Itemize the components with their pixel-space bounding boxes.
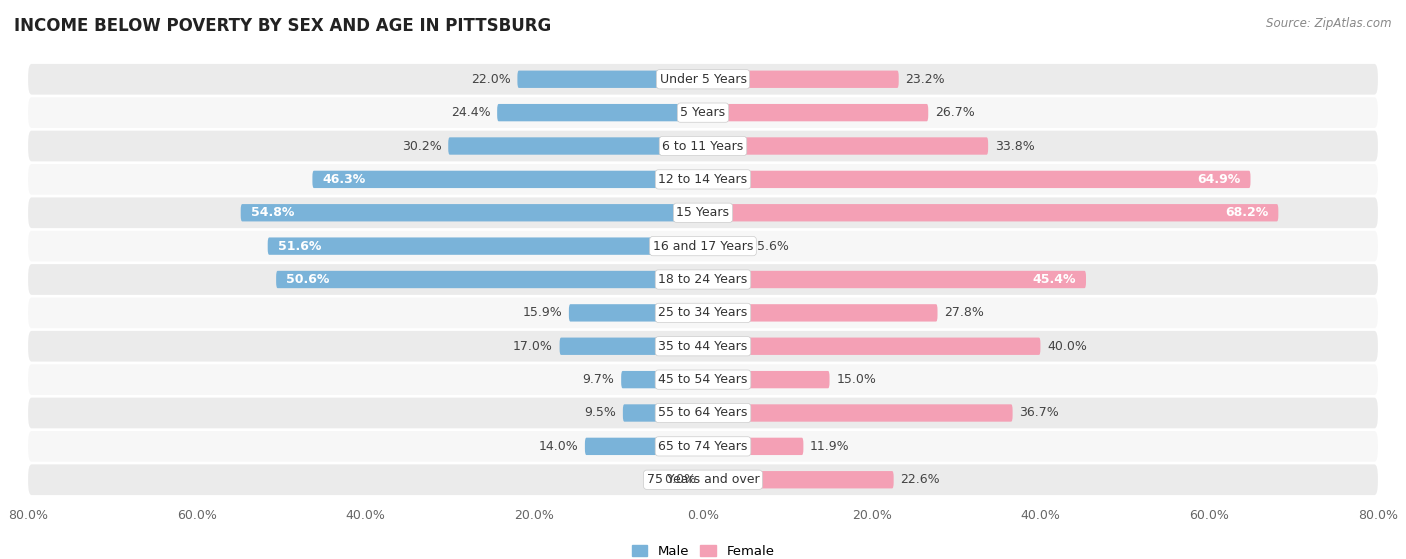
FancyBboxPatch shape <box>28 264 1378 295</box>
FancyBboxPatch shape <box>28 297 1378 328</box>
FancyBboxPatch shape <box>449 138 703 155</box>
FancyBboxPatch shape <box>28 97 1378 128</box>
FancyBboxPatch shape <box>585 438 703 455</box>
FancyBboxPatch shape <box>28 231 1378 262</box>
Text: 75 Years and over: 75 Years and over <box>647 473 759 486</box>
Text: 15.0%: 15.0% <box>837 373 876 386</box>
FancyBboxPatch shape <box>517 70 703 88</box>
FancyBboxPatch shape <box>28 131 1378 162</box>
Text: Under 5 Years: Under 5 Years <box>659 73 747 86</box>
FancyBboxPatch shape <box>703 70 898 88</box>
FancyBboxPatch shape <box>703 304 938 321</box>
Text: 68.2%: 68.2% <box>1225 206 1268 219</box>
Text: 35 to 44 Years: 35 to 44 Years <box>658 340 748 353</box>
Text: 18 to 24 Years: 18 to 24 Years <box>658 273 748 286</box>
Text: 6 to 11 Years: 6 to 11 Years <box>662 140 744 153</box>
Text: 65 to 74 Years: 65 to 74 Years <box>658 440 748 453</box>
Text: 15 Years: 15 Years <box>676 206 730 219</box>
Legend: Male, Female: Male, Female <box>626 540 780 559</box>
FancyBboxPatch shape <box>276 271 703 288</box>
Text: 45.4%: 45.4% <box>1032 273 1076 286</box>
Text: 27.8%: 27.8% <box>945 306 984 319</box>
Text: 15.9%: 15.9% <box>523 306 562 319</box>
Text: 45 to 54 Years: 45 to 54 Years <box>658 373 748 386</box>
Text: 24.4%: 24.4% <box>451 106 491 119</box>
FancyBboxPatch shape <box>28 465 1378 495</box>
Text: 22.0%: 22.0% <box>471 73 510 86</box>
Text: 9.5%: 9.5% <box>585 406 616 419</box>
FancyBboxPatch shape <box>28 197 1378 228</box>
Text: 30.2%: 30.2% <box>402 140 441 153</box>
FancyBboxPatch shape <box>28 431 1378 462</box>
FancyBboxPatch shape <box>703 404 1012 421</box>
FancyBboxPatch shape <box>28 364 1378 395</box>
FancyBboxPatch shape <box>560 338 703 355</box>
FancyBboxPatch shape <box>267 238 703 255</box>
FancyBboxPatch shape <box>703 438 803 455</box>
FancyBboxPatch shape <box>28 164 1378 195</box>
Text: 51.6%: 51.6% <box>278 240 321 253</box>
FancyBboxPatch shape <box>569 304 703 321</box>
Text: 0.0%: 0.0% <box>664 473 696 486</box>
FancyBboxPatch shape <box>703 138 988 155</box>
Text: 46.3%: 46.3% <box>322 173 366 186</box>
FancyBboxPatch shape <box>703 271 1085 288</box>
FancyBboxPatch shape <box>28 331 1378 362</box>
Text: 17.0%: 17.0% <box>513 340 553 353</box>
Text: 26.7%: 26.7% <box>935 106 974 119</box>
FancyBboxPatch shape <box>621 371 703 389</box>
FancyBboxPatch shape <box>312 170 703 188</box>
FancyBboxPatch shape <box>28 397 1378 428</box>
FancyBboxPatch shape <box>703 371 830 389</box>
Text: 23.2%: 23.2% <box>905 73 945 86</box>
Text: 14.0%: 14.0% <box>538 440 578 453</box>
Text: 25 to 34 Years: 25 to 34 Years <box>658 306 748 319</box>
Text: 33.8%: 33.8% <box>995 140 1035 153</box>
Text: INCOME BELOW POVERTY BY SEX AND AGE IN PITTSBURG: INCOME BELOW POVERTY BY SEX AND AGE IN P… <box>14 17 551 35</box>
FancyBboxPatch shape <box>240 204 703 221</box>
FancyBboxPatch shape <box>703 204 1278 221</box>
Text: 36.7%: 36.7% <box>1019 406 1059 419</box>
Text: 16 and 17 Years: 16 and 17 Years <box>652 240 754 253</box>
FancyBboxPatch shape <box>623 404 703 421</box>
FancyBboxPatch shape <box>703 338 1040 355</box>
Text: Source: ZipAtlas.com: Source: ZipAtlas.com <box>1267 17 1392 30</box>
FancyBboxPatch shape <box>703 471 894 489</box>
Text: 40.0%: 40.0% <box>1047 340 1087 353</box>
FancyBboxPatch shape <box>28 64 1378 94</box>
Text: 11.9%: 11.9% <box>810 440 849 453</box>
Text: 55 to 64 Years: 55 to 64 Years <box>658 406 748 419</box>
Text: 54.8%: 54.8% <box>250 206 294 219</box>
FancyBboxPatch shape <box>703 170 1250 188</box>
Text: 12 to 14 Years: 12 to 14 Years <box>658 173 748 186</box>
FancyBboxPatch shape <box>498 104 703 121</box>
FancyBboxPatch shape <box>703 238 751 255</box>
Text: 5.6%: 5.6% <box>756 240 789 253</box>
Text: 5 Years: 5 Years <box>681 106 725 119</box>
Text: 9.7%: 9.7% <box>582 373 614 386</box>
Text: 22.6%: 22.6% <box>900 473 941 486</box>
Text: 64.9%: 64.9% <box>1197 173 1240 186</box>
FancyBboxPatch shape <box>703 104 928 121</box>
Text: 50.6%: 50.6% <box>287 273 329 286</box>
